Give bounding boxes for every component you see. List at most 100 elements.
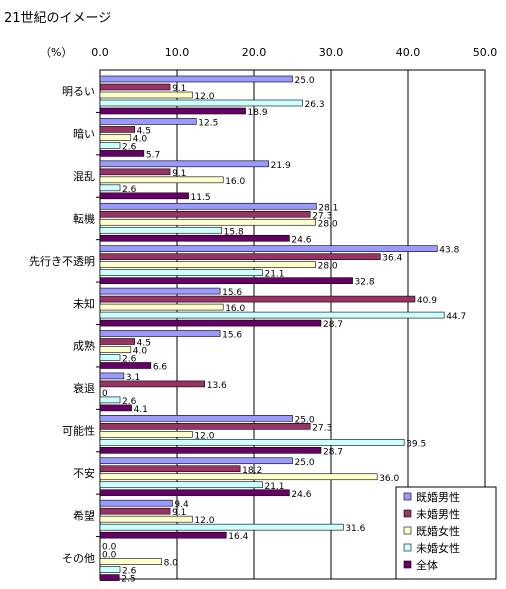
category-label: 不安 [73,466,95,480]
bar [99,311,445,319]
bar [99,134,132,141]
value-label: 3.1 [126,373,140,383]
bar [99,531,227,539]
x-tick-label: 0.0 [91,46,109,59]
value-label: 2.6 [122,185,137,195]
value-label: 21.1 [264,482,284,492]
bar [99,330,221,337]
category-label: 成熟 [73,339,95,353]
value-label: 28.0 [318,219,338,229]
value-label: 16.0 [225,177,245,187]
bar [99,423,311,430]
bar [99,507,171,515]
value-label: 2.6 [122,567,137,577]
bar [99,83,171,91]
legend-box [395,486,497,580]
value-labels: 25.09.112.026.318.912.54.54.02.65.721.99… [102,76,466,585]
value-label: 12.0 [194,431,214,441]
bar [99,253,381,260]
value-label: 25.0 [295,415,315,425]
bar [99,261,316,268]
value-label: 31.6 [345,524,365,534]
bar [99,515,193,523]
value-label: 12.5 [198,118,218,128]
value-label: 2.6 [122,355,137,365]
category-label: 未知 [73,296,95,310]
value-label: 4.0 [133,134,148,144]
value-label: 32.8 [355,278,375,288]
bar [99,499,173,507]
value-label: 9.1 [172,169,186,179]
value-label: 26.3 [305,100,325,110]
bar [99,346,132,353]
bar [99,75,293,83]
value-label: 15.8 [224,227,244,237]
legend-label: 未婚男性 [416,507,460,521]
bar [99,380,206,388]
bar [99,338,135,345]
bar [99,489,290,497]
bar [99,319,322,327]
category-label: 混乱 [73,170,95,183]
value-label: 6.6 [153,363,168,373]
bar [99,465,241,473]
bar [99,473,378,481]
value-label: 27.3 [312,423,332,433]
bar [99,192,189,200]
bar [99,415,293,422]
value-label: 5.7 [146,150,160,160]
value-label: 25.0 [295,76,315,86]
legend-swatch [403,526,412,535]
x-tick-label: 10.0 [165,46,190,59]
bar [99,295,416,303]
value-label: 4.5 [137,339,151,349]
value-label: 18.9 [248,108,268,118]
value-label: 4.0 [133,347,148,357]
x-tick-label: 20.0 [242,46,267,59]
bar [99,99,303,107]
unit-label: （%） [40,46,72,59]
x-tick-label: 40.0 [396,46,421,59]
value-label: 36.0 [379,474,399,484]
bar [99,234,290,242]
category-label: 可能性 [62,424,95,438]
category-label: その他 [62,552,95,565]
value-label: 21.9 [271,161,291,171]
value-label: 36.4 [382,254,402,264]
legend-label: 全体 [416,558,438,572]
value-label: 9.1 [172,508,186,518]
value-label: 24.6 [291,490,311,500]
category-label: 衰退 [73,381,95,395]
x-tick-label: 50.0 [473,46,498,59]
bar [99,372,125,380]
bars [99,75,445,581]
value-label: 44.7 [446,312,466,322]
x-tick-label: 30.0 [319,46,344,59]
value-label: 8.0 [164,559,179,569]
value-label: 9.1 [172,84,186,94]
value-label: 4.1 [134,405,148,415]
bar [99,150,145,157]
value-label: 16.0 [225,304,245,314]
bar [99,160,269,168]
bar [99,176,224,184]
value-label: 0.0 [102,543,117,553]
category-label: 転機 [73,211,95,225]
category-label: 明るい [62,85,95,98]
bar [99,362,152,369]
value-label: 0 [102,389,108,399]
bar [99,481,263,489]
bar [99,439,405,446]
chart-title: 21世紀のイメージ [4,11,111,26]
value-label: 15.6 [222,288,242,298]
category-label: 希望 [73,508,95,522]
legend-swatch [403,543,412,552]
value-label: 9.4 [174,500,189,510]
bar [99,118,197,125]
value-label: 15.6 [222,331,242,341]
category-label: 先行き不透明 [29,255,95,268]
bar [99,168,171,176]
value-label: 28.7 [323,447,343,457]
value-label: 2.6 [122,142,137,152]
